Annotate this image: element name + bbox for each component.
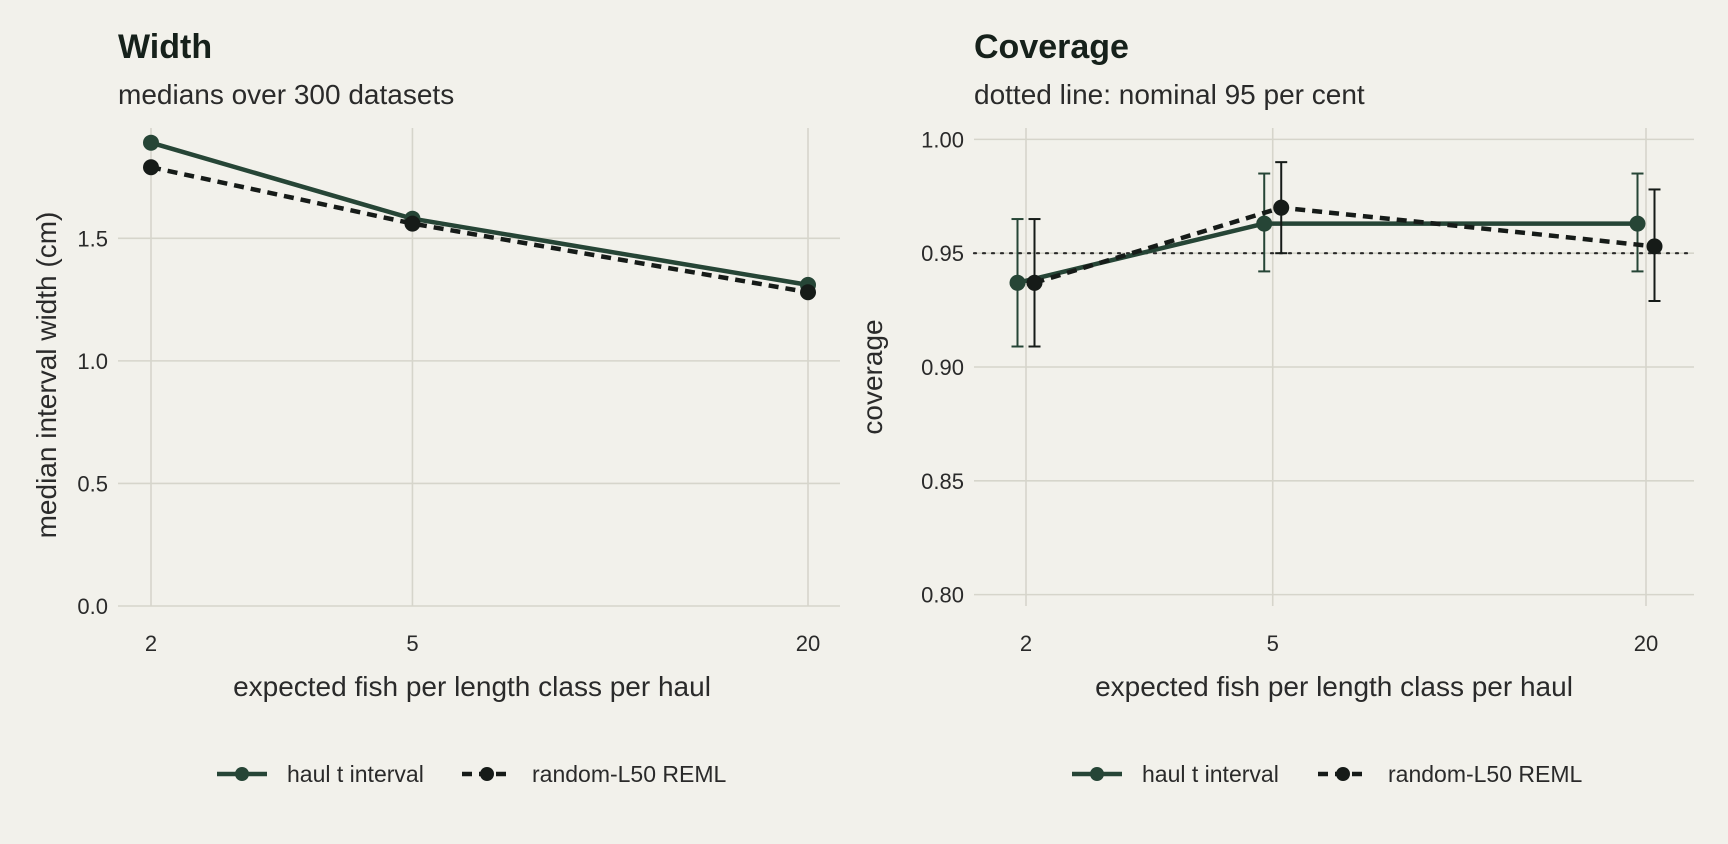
point-random [1273, 199, 1290, 216]
coverage-title: Coverage [974, 28, 1129, 66]
y-tick-label: 1.0 [77, 349, 108, 374]
x-tick-label: 5 [406, 631, 418, 656]
width-title: Width [118, 28, 212, 66]
legend-random-label: random-L50 REML [532, 761, 727, 787]
legend-haul-label: haul t interval [1142, 761, 1279, 787]
x-tick-label: 20 [1634, 631, 1658, 656]
y-tick-label: 0.0 [77, 594, 108, 619]
point-haul [1256, 215, 1273, 232]
point-random [404, 215, 421, 232]
coverage-y-ticks: 0.80 0.85 0.90 0.95 1.00 [921, 127, 964, 607]
width-subtitle: medians over 300 datasets [118, 79, 454, 110]
coverage-x-ticks: 2 5 20 [1020, 631, 1658, 656]
y-tick-label: 0.90 [921, 355, 964, 380]
legend-haul-marker [235, 767, 249, 781]
coverage-subtitle: dotted line: nominal 95 per cent [974, 79, 1365, 110]
legend-random-marker [480, 767, 494, 781]
point-haul [143, 134, 159, 151]
line-random [150, 165, 809, 295]
coverage-legend: haul t interval random-L50 REML [1072, 761, 1583, 787]
width-x-ticks: 2 5 20 [145, 631, 820, 656]
legend-haul-label: haul t interval [287, 761, 424, 787]
x-tick-label: 5 [1267, 631, 1279, 656]
y-tick-label: 1.5 [77, 226, 108, 251]
legend-haul-marker [1090, 767, 1104, 781]
width-legend: haul t interval random-L50 REML [217, 761, 727, 787]
point-random [1026, 274, 1043, 291]
coverage-gridlines [974, 128, 1694, 606]
coverage-marks [972, 161, 1696, 348]
y-tick-label: 0.85 [921, 469, 964, 494]
x-tick-label: 2 [1020, 631, 1032, 656]
x-tick-label: 2 [145, 631, 157, 656]
y-tick-label: 1.00 [921, 127, 964, 152]
line-haul [150, 140, 809, 288]
y-tick-label: 0.95 [921, 241, 964, 266]
coverage-panel: Coverage dotted line: nominal 95 per cen… [857, 28, 1696, 787]
width-panel: Width medians over 300 datasets 0.0 0.5 1.… [31, 28, 840, 787]
point-haul [1009, 274, 1026, 291]
width-x-axis-title: expected fish per length class per haul [233, 671, 711, 702]
legend-random-marker [1336, 767, 1350, 781]
coverage-x-axis-title: expected fish per length class per haul [1095, 671, 1573, 702]
point-random [800, 284, 816, 301]
point-haul [1629, 215, 1646, 232]
width-y-ticks: 0.0 0.5 1.0 1.5 [77, 226, 108, 619]
y-tick-label: 0.80 [921, 583, 964, 608]
width-marks [143, 134, 816, 301]
legend-random-label: random-L50 REML [1388, 761, 1583, 787]
line-random [1033, 205, 1655, 285]
x-tick-label: 20 [796, 631, 820, 656]
width-gridlines [118, 128, 840, 607]
point-random [1646, 238, 1663, 255]
width-y-axis-title: median interval width (cm) [31, 212, 62, 539]
point-random [143, 159, 159, 176]
y-tick-label: 0.5 [77, 471, 108, 496]
coverage-y-axis-title: coverage [857, 319, 888, 434]
